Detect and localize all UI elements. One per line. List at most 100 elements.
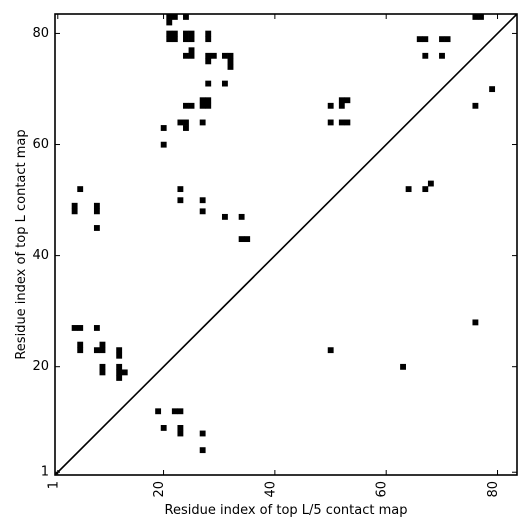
contact-cell-upper [489, 86, 496, 93]
x-axis-label: Residue index of top L/5 contact map [165, 503, 408, 518]
contact-cell-lower [116, 352, 123, 359]
contact-cell-upper [344, 119, 351, 126]
contact-cell-upper [472, 14, 479, 20]
contact-cell-lower [71, 202, 78, 209]
contact-cell-lower [177, 430, 184, 437]
contact-cell-lower [77, 325, 84, 331]
diagonal-line [54, 13, 518, 476]
contact-cell-upper [177, 186, 184, 193]
contact-cell-upper [221, 213, 228, 220]
contact-cell-lower [121, 369, 128, 376]
y-axis-label: Residue index of top L contact map [14, 129, 29, 359]
contact-cell-lower [93, 325, 100, 331]
x-tick-label: 40 [263, 481, 278, 498]
contact-cell-lower [160, 425, 167, 431]
contact-cell-lower [155, 408, 162, 415]
contact-cell-lower [93, 347, 100, 354]
contact-cell-upper [199, 97, 206, 104]
contact-cell-upper [238, 213, 245, 220]
contact-cell-upper [478, 14, 484, 20]
contact-cell-lower [77, 186, 84, 193]
contact-cell-upper [199, 102, 206, 109]
contact-cell-upper [166, 30, 173, 37]
contact-cell-upper [199, 197, 206, 204]
contact-cell-upper [205, 30, 212, 37]
contact-cell-lower [199, 430, 206, 437]
contact-cell-upper [177, 119, 184, 126]
contact-cell-lower [77, 347, 84, 354]
contact-cells [71, 14, 496, 454]
contact-cell-lower [116, 347, 123, 354]
contact-cell-upper [227, 52, 234, 59]
contact-cell-upper [183, 125, 189, 131]
contact-cell-upper [205, 80, 212, 87]
y-tick-label: 40 [32, 248, 49, 263]
contact-cell-upper [405, 186, 412, 193]
contact-cell-upper [183, 30, 189, 37]
contact-cell-upper [427, 180, 434, 187]
contact-cell-upper [199, 208, 206, 215]
contact-cell-upper [227, 63, 234, 70]
contact-cell-upper [338, 97, 345, 104]
contact-cell-upper [416, 36, 423, 43]
contact-cell-lower [116, 369, 123, 376]
contact-cell-upper [188, 102, 195, 109]
contact-cell-upper [205, 97, 212, 104]
contact-cell-lower [93, 208, 100, 215]
contact-cell-upper [166, 19, 173, 26]
contact-cell-lower [77, 341, 84, 348]
y-tick-label: 60 [32, 137, 49, 152]
contact-cell-upper [444, 36, 451, 43]
contact-cell-lower [71, 208, 78, 215]
contact-cell-lower [99, 347, 106, 354]
contact-cell-lower [199, 447, 206, 454]
contact-cell-upper [160, 141, 167, 148]
contact-cell-upper [244, 236, 251, 243]
contact-cell-lower [400, 363, 406, 370]
contact-cell-upper [422, 52, 429, 59]
contact-cell-lower [116, 375, 123, 381]
contact-cell-upper [188, 52, 195, 59]
contact-cell-upper [177, 197, 184, 204]
contact-cell-upper [344, 97, 351, 104]
contact-cell-lower [71, 325, 78, 331]
contact-cell-upper [199, 119, 206, 126]
contact-cell-upper [188, 36, 195, 43]
contact-cell-upper [183, 102, 189, 109]
contact-cell-upper [238, 236, 245, 243]
contact-cell-upper [183, 36, 189, 43]
contact-cell-upper [221, 52, 228, 59]
x-tick-label: 1 [46, 481, 61, 489]
contact-cell-upper [183, 14, 189, 20]
x-tick-label: 80 [486, 481, 501, 498]
plot-frame [54, 13, 518, 476]
contact-cell-upper [327, 102, 334, 109]
contact-cell-upper [439, 36, 445, 43]
contact-cell-lower [99, 369, 106, 376]
contact-cell-upper [422, 36, 429, 43]
contact-cell-upper [188, 30, 195, 37]
contact-cell-lower [472, 319, 479, 326]
contact-cell-upper [171, 30, 178, 37]
y-tick-label: 20 [32, 359, 49, 374]
contact-cell-upper [422, 186, 429, 193]
contact-cell-upper [472, 102, 479, 109]
x-tick-label: 60 [375, 481, 390, 498]
contact-cell-upper [327, 119, 334, 126]
contact-cell-lower [327, 347, 334, 354]
contact-cell-upper [183, 52, 189, 59]
contact-cell-lower [177, 408, 184, 415]
contact-cell-upper [227, 58, 234, 65]
contact-cell-upper [210, 52, 217, 59]
y-tick-label: 80 [32, 26, 49, 41]
contact-cell-upper [183, 119, 189, 126]
contact-cell-upper [171, 36, 178, 43]
contact-cell-upper [205, 58, 212, 65]
contact-cell-lower [116, 363, 123, 370]
contact-cell-upper [338, 119, 345, 126]
contact-cell-lower [99, 341, 106, 348]
contact-cell-lower [177, 425, 184, 431]
contact-cell-upper [439, 52, 445, 59]
